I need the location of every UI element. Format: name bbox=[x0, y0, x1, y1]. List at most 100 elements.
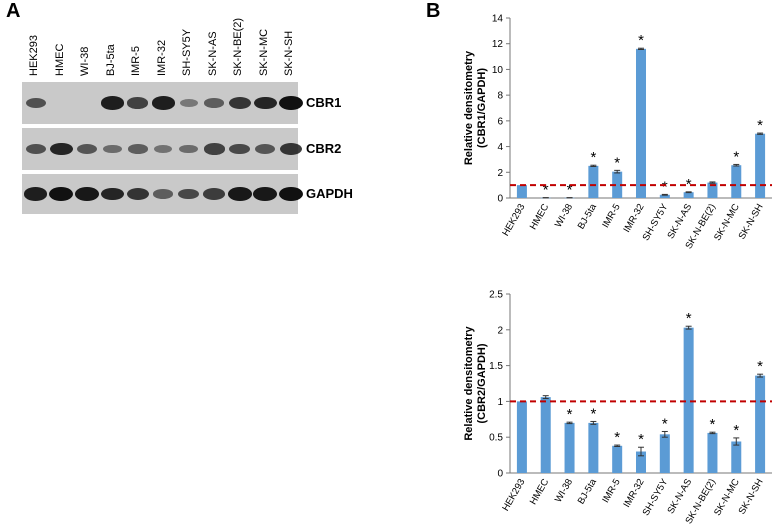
blot-band bbox=[278, 96, 303, 110]
blot-band bbox=[227, 187, 252, 201]
bar bbox=[707, 432, 718, 473]
significance-star: * bbox=[567, 182, 573, 199]
significance-star: * bbox=[662, 415, 668, 432]
y-tick-label: 1.5 bbox=[489, 361, 503, 372]
bar bbox=[516, 185, 527, 198]
x-tick-label: IMR-5 bbox=[600, 202, 622, 230]
significance-star: * bbox=[757, 117, 763, 134]
bar bbox=[588, 422, 599, 473]
x-tick-label: HMEC bbox=[528, 477, 552, 507]
bar bbox=[588, 165, 599, 198]
blot-band bbox=[278, 187, 303, 201]
x-tick-label: HEK293 bbox=[500, 477, 527, 513]
y-tick-label: 10 bbox=[492, 65, 504, 76]
blot-band bbox=[127, 144, 148, 154]
blot-strip-cbr1 bbox=[22, 82, 303, 124]
bar bbox=[659, 434, 670, 473]
x-tick-label: HEK293 bbox=[500, 202, 527, 238]
blot-band bbox=[229, 143, 251, 155]
bar bbox=[731, 165, 742, 198]
significance-star: * bbox=[757, 358, 763, 375]
blot-strip-gapdh bbox=[22, 174, 303, 214]
significance-star: * bbox=[638, 431, 644, 448]
bar bbox=[564, 422, 575, 473]
x-tick-label: IMR-32 bbox=[621, 202, 646, 234]
blot-band bbox=[154, 144, 173, 154]
significance-star: * bbox=[614, 154, 620, 171]
blot-label-cbr2: CBR2 bbox=[306, 141, 342, 156]
y-tick-label: 12 bbox=[492, 39, 504, 50]
lane-label: HMEC bbox=[53, 43, 66, 76]
x-tick-label: IMR-32 bbox=[621, 477, 646, 509]
x-tick-label: WI-38 bbox=[553, 202, 575, 229]
y-tick-label: 0 bbox=[497, 469, 503, 480]
bar bbox=[612, 445, 623, 473]
blot-band bbox=[126, 188, 149, 200]
significance-star: * bbox=[686, 310, 692, 327]
lane-label: BJ-5ta bbox=[104, 44, 117, 76]
lane-label: SK-N-BE(2) bbox=[232, 17, 244, 76]
blot-band bbox=[49, 187, 74, 201]
bar bbox=[731, 441, 742, 473]
bar bbox=[612, 171, 623, 198]
y-axis-title: (CBR1/GAPDH) bbox=[476, 68, 488, 148]
y-tick-label: 2 bbox=[497, 168, 503, 179]
y-tick-label: 2 bbox=[497, 325, 503, 336]
blot-band bbox=[253, 96, 277, 110]
blot-band bbox=[127, 97, 149, 109]
significance-star: * bbox=[710, 416, 716, 433]
significance-star: * bbox=[733, 422, 739, 439]
bar bbox=[635, 48, 647, 198]
bar bbox=[755, 375, 766, 473]
bar bbox=[683, 327, 694, 473]
bar bbox=[635, 451, 647, 473]
significance-star: * bbox=[638, 32, 644, 49]
x-tick-label: BJ-5ta bbox=[576, 476, 600, 506]
y-axis-title: Relative densitometry bbox=[463, 50, 475, 165]
blot-band bbox=[153, 189, 174, 199]
y-tick-label: 14 bbox=[492, 14, 504, 25]
significance-star: * bbox=[543, 182, 549, 199]
x-tick-label: IMR-5 bbox=[600, 477, 622, 505]
lane-label: SH-SY5Y bbox=[181, 28, 193, 76]
blot-band bbox=[100, 187, 124, 201]
significance-star: * bbox=[590, 405, 596, 422]
significance-star: * bbox=[662, 178, 668, 195]
blot-band bbox=[203, 188, 226, 200]
blot-band bbox=[279, 143, 302, 155]
significance-star: * bbox=[590, 149, 596, 166]
blot-band bbox=[49, 142, 73, 156]
significance-star: * bbox=[733, 148, 739, 165]
blot-band bbox=[25, 97, 46, 109]
blot-label-cbr1: CBR1 bbox=[306, 95, 342, 110]
blot-band bbox=[179, 99, 198, 107]
blot-band bbox=[203, 143, 225, 155]
blot-band bbox=[74, 187, 99, 201]
y-axis-title: Relative densitometry bbox=[463, 325, 475, 440]
blot-band bbox=[253, 187, 278, 201]
lane-label: HEK293 bbox=[28, 35, 40, 76]
y-axis-title: (CBR2/GAPDH) bbox=[476, 343, 488, 423]
blot-band bbox=[24, 187, 48, 201]
lane-label: SK-N-MC bbox=[257, 28, 270, 76]
y-tick-label: 2.5 bbox=[489, 290, 503, 301]
significance-star: * bbox=[567, 406, 573, 423]
x-tick-label: BJ-5ta bbox=[576, 201, 600, 231]
blot-label-gapdh: GAPDH bbox=[306, 186, 353, 201]
bar bbox=[540, 397, 551, 473]
bar bbox=[683, 192, 694, 198]
panel-b-label: B bbox=[426, 0, 441, 22]
panel-a-label: A bbox=[6, 0, 21, 22]
lane-label: SK-N-SH bbox=[283, 30, 295, 76]
blot-band bbox=[100, 96, 124, 110]
blot-band bbox=[255, 144, 276, 154]
lane-label: SK-N-AS bbox=[206, 31, 219, 76]
bar bbox=[707, 182, 718, 198]
blot-band bbox=[25, 143, 46, 155]
x-tick-label: WI-38 bbox=[553, 477, 575, 504]
y-tick-label: 0 bbox=[497, 194, 503, 205]
y-tick-label: 0.5 bbox=[489, 433, 503, 444]
significance-star: * bbox=[614, 429, 620, 446]
lane-label: WI-38 bbox=[79, 46, 91, 76]
blot-band bbox=[204, 98, 225, 108]
